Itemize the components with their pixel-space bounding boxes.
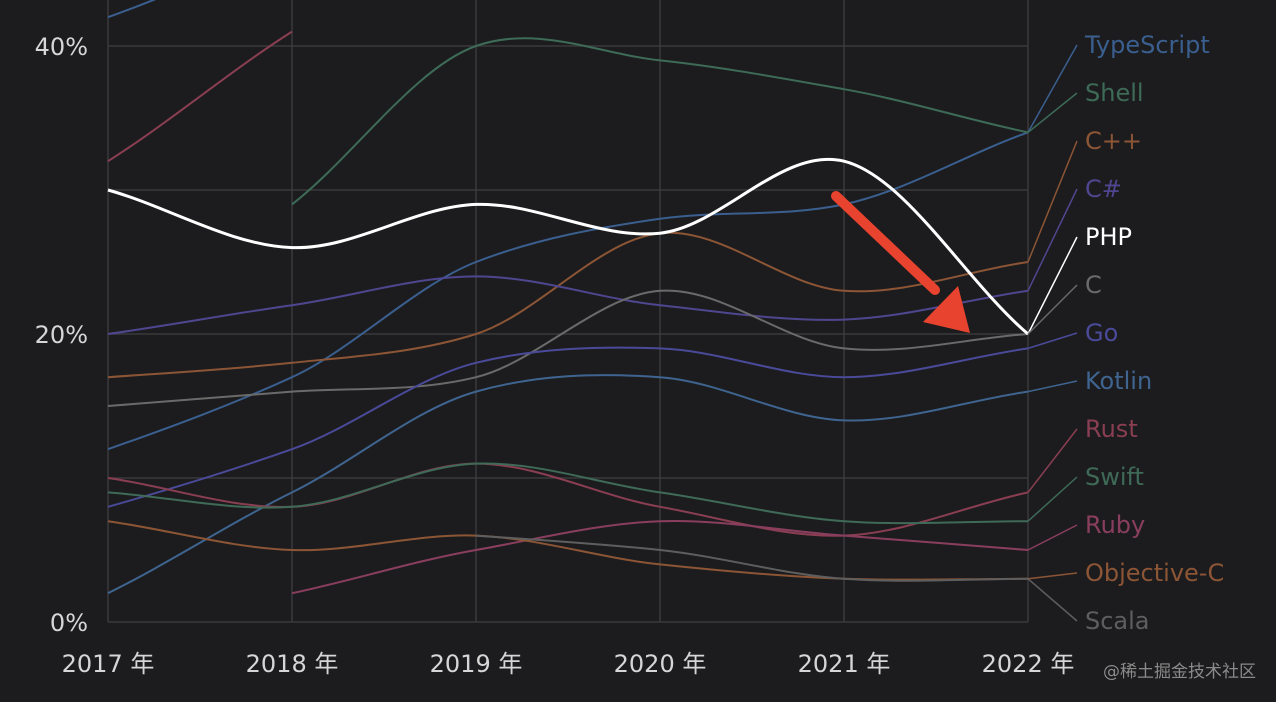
legend-label-scala: Scala: [1085, 607, 1150, 635]
legend-label-objective-c: Objective-C: [1085, 559, 1224, 587]
legend-leader-c: [1027, 188, 1078, 292]
legend-leader-c: [1027, 140, 1078, 263]
legend-leader-scala: [1027, 578, 1078, 622]
legend-leader-swift: [1027, 476, 1078, 522]
legend-leader-kotlin: [1027, 380, 1078, 393]
x-tick-label-2018: 2018 年: [246, 650, 339, 678]
x-tick-label-2022: 2022 年: [982, 650, 1075, 678]
legend-label-ruby: Ruby: [1085, 511, 1145, 539]
legend-leader-lines: [1027, 44, 1078, 622]
legend-leader-objective-c: [1027, 572, 1078, 580]
legend-leader-rust: [1027, 428, 1078, 493]
legend-label-c: C++: [1085, 127, 1142, 155]
legend-leader-c: [1027, 284, 1078, 335]
y-axis-tick-labels: 0% 20% 40%: [35, 33, 88, 637]
grid: [107, 0, 1029, 623]
legend-leader-typescript: [1027, 44, 1078, 133]
series-line-ruby: [291, 519, 1029, 595]
legend-label-typescript: TypeScript: [1084, 31, 1210, 59]
x-tick-label-2017: 2017 年: [62, 650, 155, 678]
x-axis-tick-labels: 2017 年 2018 年 2019 年 2020 年 2021 年 2022 年: [62, 650, 1075, 678]
x-tick-label-2019: 2019 年: [430, 650, 523, 678]
series-line-typescript: [107, 131, 1029, 451]
series-line-kotlin: [107, 374, 1029, 595]
y-tick-label-40: 40%: [35, 33, 88, 61]
legend-leader-ruby: [1027, 524, 1078, 551]
y-tick-label-20: 20%: [35, 321, 88, 349]
series-line-scala: [475, 534, 1029, 582]
legend-leader-shell: [1027, 92, 1078, 133]
series-lines: [107, 0, 1029, 595]
series-line-c: [107, 289, 1029, 407]
watermark: @稀土掘金技术社区: [1103, 662, 1256, 682]
legend-label-kotlin: Kotlin: [1085, 367, 1152, 395]
legend-label-c: C#: [1085, 175, 1122, 203]
x-tick-label-2020: 2020 年: [614, 650, 707, 678]
series-line-c: [107, 275, 1029, 335]
legend-label-shell: Shell: [1085, 79, 1144, 107]
legend-label-go: Go: [1085, 319, 1118, 347]
red-arrow-head: [923, 286, 970, 333]
offscreen-series-line: [107, 0, 157, 19]
series-line-c: [107, 231, 1029, 379]
legend-leader-go: [1027, 332, 1078, 350]
legend-label-c: C: [1085, 271, 1102, 299]
y-tick-label-0: 0%: [50, 609, 88, 637]
series-line-shell: [291, 37, 1029, 206]
x-tick-label-2021: 2021 年: [798, 650, 891, 678]
red-arrow-shaft: [831, 191, 940, 295]
series-line-swift: [107, 462, 1029, 525]
red-arrow-annotation: [831, 191, 970, 333]
legend-label-swift: Swift: [1085, 463, 1144, 491]
series-line-php: [107, 157, 1029, 336]
legend: TypeScript Shell C++ C# PHP C Go Kotlin Rust Swif…: [1084, 31, 1224, 635]
legend-label-rust: Rust: [1085, 415, 1138, 443]
offscreen-series-line: [107, 30, 293, 163]
legend-label-php: PHP: [1085, 223, 1132, 251]
legend-leader-php: [1027, 236, 1078, 335]
series-line-go: [107, 346, 1029, 508]
